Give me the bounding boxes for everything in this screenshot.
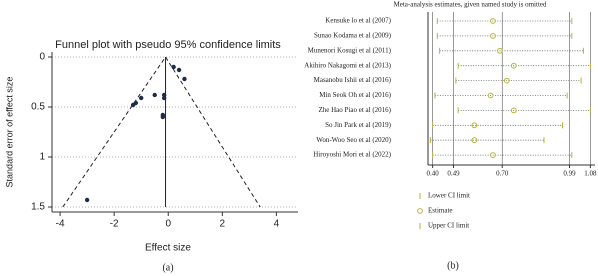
study-label: Akihiro Nakagomi et al (2013)	[304, 61, 391, 69]
caption: (b)	[447, 260, 459, 271]
estimate-marker	[497, 47, 503, 54]
study-label: Kensuke lo et al (2007)	[325, 17, 391, 25]
estimate-marker	[490, 152, 496, 159]
legend-marker	[417, 208, 423, 214]
point	[152, 92, 157, 98]
estimate-marker	[487, 92, 494, 99]
y-tick-label: 1.5	[31, 202, 45, 213]
point	[160, 114, 166, 120]
estimate-marker	[490, 33, 496, 39]
study-label: Zhe Hao Piao et al (2016)	[318, 106, 391, 114]
point	[182, 76, 187, 82]
chart-title: Funnel plot with pseudo 95% confidence l…	[55, 39, 281, 51]
x-tick-label: 0	[165, 219, 171, 230]
chart-title: Meta-analysis estimates, given named stu…	[394, 1, 547, 9]
legend-label: Upper CI limit	[428, 222, 469, 230]
legend-label: Estimate	[428, 207, 453, 215]
point	[161, 95, 167, 101]
y-tick-label: 1	[39, 152, 45, 163]
point	[139, 95, 144, 101]
x-tick-label: 0.40	[427, 170, 440, 178]
study-label: Masanobu Ishii et al (2016)	[314, 76, 392, 84]
estimate-marker	[510, 107, 517, 114]
x-tick-label: -2	[110, 219, 119, 230]
point	[176, 67, 182, 73]
estimate-marker	[510, 62, 517, 69]
y-tick-label: 0.5	[31, 102, 45, 113]
study-label: So Jin Park et al (2019)	[325, 121, 392, 129]
x-tick-label: 2	[220, 219, 226, 230]
estimate-marker	[490, 18, 496, 24]
estimate-marker	[471, 137, 478, 144]
caption: (a)	[162, 262, 173, 273]
study-label: Hiroyoshi Mori et al (2022)	[313, 151, 391, 159]
study-label: Munenori Kosugi et al (2011)	[308, 46, 392, 54]
estimate-marker	[471, 122, 478, 129]
x-tick-label: 0.70	[496, 170, 509, 178]
estimate-marker	[503, 77, 510, 84]
x-tick-label: -4	[56, 219, 65, 230]
x-tick-label: 0.99	[563, 170, 576, 178]
legend-label: Lower CI limit	[428, 192, 470, 200]
study-label: Sunao Kodama et al (2009)	[314, 32, 392, 40]
y-axis-label: Standard error of effect size	[4, 77, 14, 188]
y-tick-label: 0	[39, 52, 45, 63]
x-axis-label: Effect size	[145, 243, 191, 254]
point	[171, 64, 176, 70]
study-label: Won-Woo Seo et al (2020)	[316, 136, 391, 144]
x-tick-label: 4	[274, 219, 280, 230]
x-tick-label: 0.49	[447, 170, 460, 178]
point	[130, 102, 136, 108]
study-label: Min Seok Oh et al (2016)	[319, 91, 391, 99]
point	[84, 197, 90, 203]
confidence-line	[62, 56, 261, 208]
x-tick-label: 1.08	[584, 170, 597, 178]
